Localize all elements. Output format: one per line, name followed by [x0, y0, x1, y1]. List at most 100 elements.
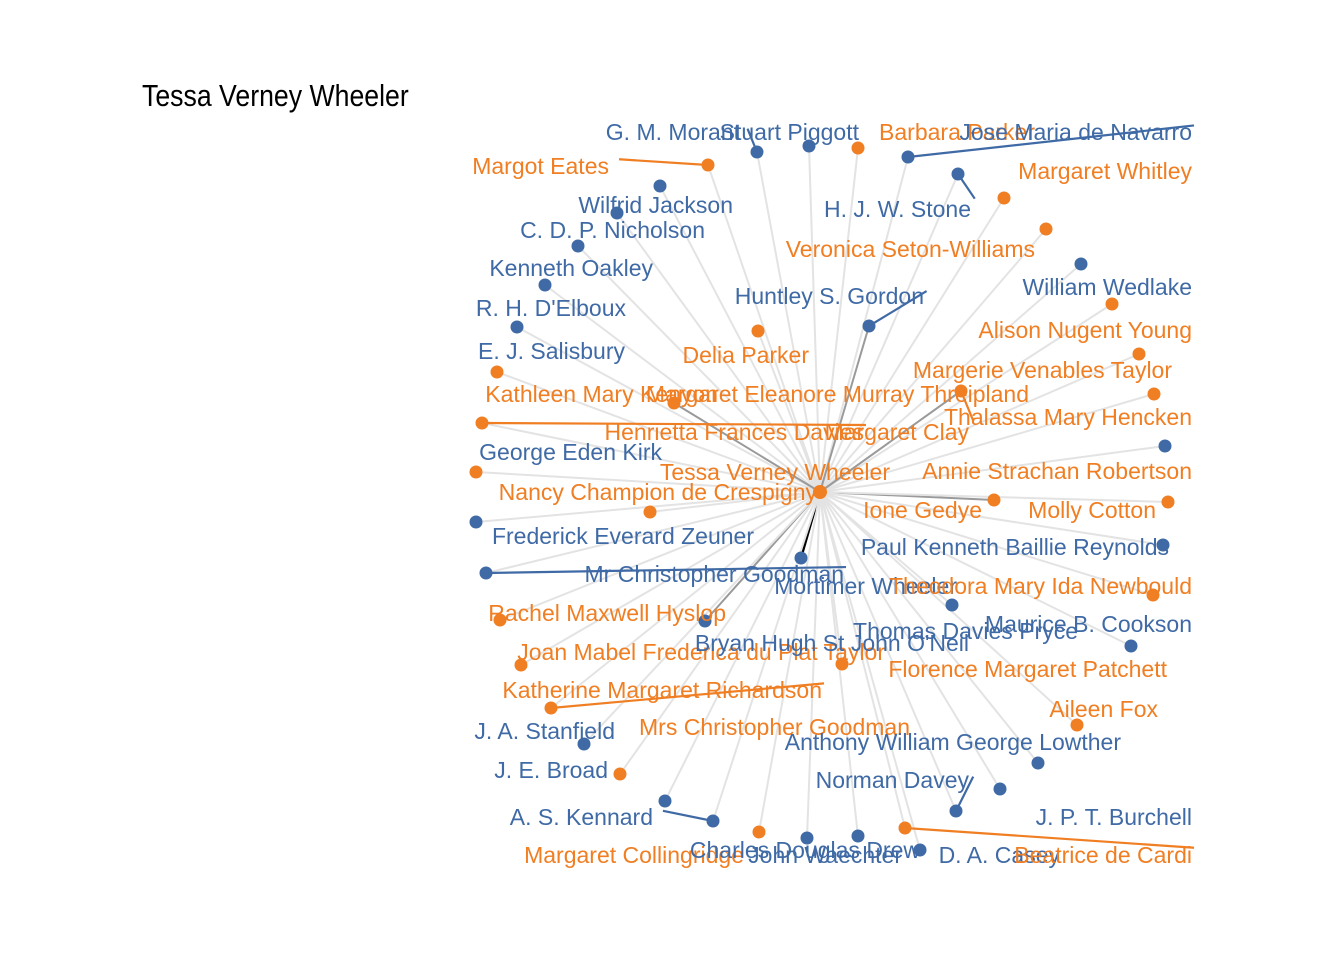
label-charles-douglas-drew: Charles Douglas Drew [690, 837, 920, 863]
node-center [813, 485, 827, 499]
node-margot-eates [701, 158, 715, 172]
edge-g-m-morant [756, 151, 821, 493]
node-margerie-venables-taylor [1132, 347, 1146, 361]
edge-huntley-s-gordon [819, 325, 870, 493]
node-molly-cotton [1161, 495, 1175, 509]
node-j-p-t-burchell [993, 782, 1007, 796]
label-veronica-seton-williams: Veronica Seton-Williams [786, 236, 1035, 262]
label-huntley-s-gordon: Huntley S. Gordon [735, 283, 924, 309]
node-wilfrid-jackson [653, 179, 667, 193]
label-katherine-margaret-richardson: Katherine Margaret Richardson [502, 677, 822, 703]
node-joan-mabel-frederica-du-plat-taylor [514, 658, 528, 672]
label-center: Tessa Verney Wheeler [660, 459, 890, 485]
node-mortimer-wheeler [794, 551, 808, 565]
label-d-a-casey: D. A. Casey [939, 842, 1061, 868]
label-jose-maria-de-navarro: Jose Maria de Navarro [959, 119, 1192, 145]
edge-anthony-william-george-lowther [819, 491, 1039, 764]
node-j-e-broad [658, 794, 672, 808]
label-mr-christopher-goodman: Mr Christopher Goodman [585, 561, 845, 587]
node-d-a-casey [851, 829, 865, 843]
label-c-d-p-nicholson: C. D. P. Nicholson [520, 217, 705, 243]
node-bryan-hugh-st-john-o-neil [698, 614, 712, 628]
nodes-layer [469, 139, 1175, 857]
node-rachel-maxwell-hyslop [493, 613, 507, 627]
edge-charles-douglas-drew [819, 491, 921, 851]
edge-barbara-parker [819, 147, 859, 493]
label-margerie-venables-taylor: Margerie Venables Taylor [913, 357, 1172, 383]
label-henrietta-frances-davies: Henrietta Frances Davies [605, 419, 865, 445]
label-rachel-maxwell-hyslop: Rachel Maxwell Hyslop [488, 600, 726, 626]
label-margaret-whitley: Margaret Whitley [1018, 158, 1192, 184]
label-h-j-w-stone: H. J. W. Stone [824, 196, 971, 222]
edge-katherine-margaret-richardson [550, 491, 821, 709]
edge-margerie-venables-taylor [819, 353, 1140, 493]
node-c-d-p-nicholson [610, 206, 624, 220]
leader-a-s-kennard [662, 809, 714, 823]
node-henrietta-frances-davies [475, 416, 489, 430]
edge-paul-kenneth-baillie-reynolds [819, 491, 1164, 546]
label-nancy-champion-de-crespigny: Nancy Champion de Crespigny [499, 479, 818, 505]
node-norman-davey [949, 804, 963, 818]
edge-margaret-clay [819, 390, 962, 493]
edge-george-eden-kirk [819, 445, 1166, 493]
edge-theodora-mary-ida-newbould [819, 491, 1154, 596]
label-alison-nugent-young: Alison Nugent Young [978, 317, 1192, 343]
edge-h-j-w-stone [819, 173, 959, 493]
node-g-m-morant [750, 145, 764, 159]
label-john-waechter: John Waechter [748, 842, 902, 868]
label-frederick-everard-zeuner: Frederick Everard Zeuner [492, 523, 754, 549]
edge-henrietta-frances-davies [481, 422, 821, 493]
node-margaret-clay [954, 384, 968, 398]
label-william-wedlake: William Wedlake [1022, 274, 1192, 300]
node-delia-parker [751, 324, 765, 338]
edge-beatrice-de-cardi [819, 491, 906, 829]
node-aileen-fox [1070, 718, 1084, 732]
edge-wilfrid-jackson [659, 185, 821, 493]
node-kenneth-oakley [571, 239, 585, 253]
label-margaret-eleanore-murray-threipland: Margaret Eleanore Murray Threipland [646, 381, 1029, 407]
edge-r-h-d-elboux [544, 284, 821, 493]
node-margaret-eleanore-murray-threipland [667, 396, 681, 410]
leader-henrietta-frances-davies [481, 421, 867, 427]
node-paul-kenneth-baillie-reynolds [1156, 538, 1170, 552]
label-wilfrid-jackson: Wilfrid Jackson [578, 192, 733, 218]
edge-thalassa-mary-hencken [819, 393, 1155, 493]
edge-kathleen-mary-kenyon [496, 371, 821, 493]
node-nancy-champion-de-crespigny [643, 505, 657, 519]
leader-jose-maria-de-navarro [907, 124, 1195, 159]
node-veronica-seton-williams [1039, 222, 1053, 236]
label-theodora-mary-ida-newbould: Theodora Mary Ida Newbould [889, 573, 1192, 599]
node-william-wedlake [1074, 257, 1088, 271]
edge-william-wedlake [819, 263, 1082, 493]
edge-mrs-christopher-goodman [619, 491, 821, 775]
label-stuart-piggott: Stuart Piggott [720, 119, 860, 145]
node-alison-nugent-young [1105, 297, 1119, 311]
node-j-a-stanfield [577, 737, 591, 751]
leader-beatrice-de-cardi [904, 826, 1195, 849]
label-j-e-broad: J. E. Broad [494, 757, 608, 783]
edge-stuart-piggott [808, 145, 821, 493]
label-aileen-fox: Aileen Fox [1049, 696, 1158, 722]
node-margaret-whitley [997, 191, 1011, 205]
label-paul-kenneth-baillie-reynolds: Paul Kenneth Baillie Reynolds [861, 534, 1169, 560]
label-barbara-parker: Barbara Parker [879, 119, 1035, 145]
label-annie-strachan-robertson: Annie Strachan Robertson [922, 458, 1192, 484]
leader-mr-christopher-goodman [485, 565, 847, 575]
node-mr-christopher-goodman [479, 566, 493, 580]
node-r-h-d-elboux [538, 278, 552, 292]
label-g-m-morant: G. M. Morant [606, 119, 741, 145]
edge-kenneth-oakley [577, 245, 821, 493]
node-theodora-mary-ida-newbould [1146, 588, 1160, 602]
label-ione-gedye: Ione Gedye [863, 497, 982, 523]
node-george-eden-kirk [1158, 439, 1172, 453]
edge-j-p-t-burchell [819, 491, 1001, 790]
node-florence-margaret-patchett [835, 657, 849, 671]
edge-annie-strachan-robertson [475, 471, 821, 493]
leader-katherine-margaret-richardson [550, 682, 825, 710]
edge-norman-davey [819, 491, 957, 812]
edge-c-d-p-nicholson [616, 212, 821, 493]
node-mrs-christopher-goodman [613, 767, 627, 781]
node-katherine-margaret-richardson [544, 701, 558, 715]
